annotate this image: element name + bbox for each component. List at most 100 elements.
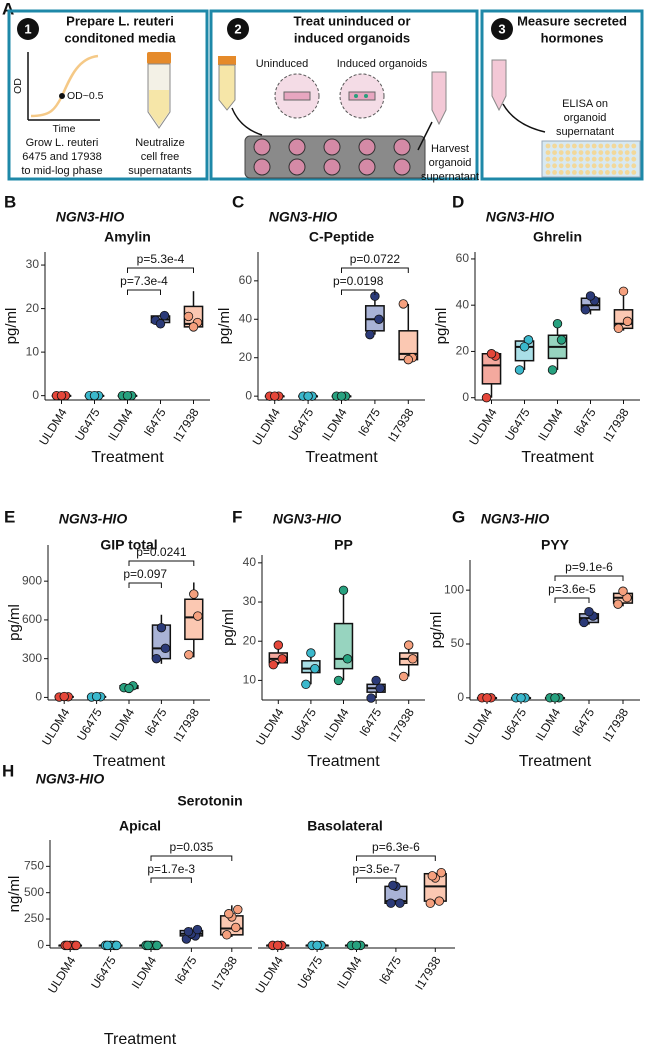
chart-title: PYY — [541, 537, 570, 553]
data-point — [273, 940, 283, 951]
data-point — [189, 589, 199, 599]
sig-bracket — [128, 560, 195, 566]
data-point — [552, 318, 563, 329]
sig-label: p=1.7e-3 — [147, 862, 195, 876]
data-point — [622, 316, 633, 327]
data-point — [351, 940, 362, 951]
data-point — [613, 323, 624, 334]
step-badge — [227, 18, 249, 40]
data-point — [333, 675, 344, 686]
panel-label: H — [2, 761, 14, 780]
step-title: Measure secreted — [517, 13, 627, 28]
arrow — [231, 107, 263, 136]
x-axis-label: Treatment — [91, 449, 164, 466]
step-text: cell free — [141, 151, 180, 163]
y-tick-label: 60 — [239, 273, 253, 287]
sig-bracket — [356, 877, 397, 883]
step-box — [209, 9, 479, 181]
panel-label: G — [452, 507, 465, 526]
data-point — [222, 930, 232, 940]
y-tick-label: 60 — [456, 251, 470, 265]
step-text: supernatants — [128, 165, 192, 177]
x-tick-label: ILDM4 — [533, 706, 564, 744]
data-point — [89, 390, 100, 401]
x-tick-label: U6475 — [72, 406, 103, 444]
step-text: Uninduced — [256, 58, 309, 70]
organoid — [348, 91, 376, 101]
x-tick-label: I17938 — [170, 406, 201, 445]
y-tick-label: 750 — [24, 859, 44, 873]
step-text: Induced organoids — [337, 58, 428, 70]
data-point — [427, 871, 438, 881]
data-point — [404, 640, 414, 650]
data-point — [306, 648, 316, 658]
data-point — [482, 693, 492, 703]
y-tick-label: 0 — [457, 690, 464, 704]
chart-group: NGN3-HIO — [486, 209, 555, 225]
step-number: 1 — [24, 21, 31, 36]
wells — [253, 138, 411, 176]
x-axis-label: Treatment — [519, 753, 592, 770]
sig-bracket — [150, 855, 233, 861]
marker-label: OD~0.5 — [67, 90, 104, 102]
x-tick-label: ILDM4 — [535, 406, 566, 444]
y-tick-label: 250 — [24, 911, 44, 925]
step-text: supernatant — [556, 126, 614, 138]
data-point — [156, 622, 167, 633]
data-point — [303, 391, 313, 401]
sig-label: p=3.6e-5 — [548, 582, 596, 596]
chart-title: Amylin — [104, 229, 151, 245]
step-box — [480, 9, 644, 181]
sig-bracket — [341, 289, 376, 295]
step-badge — [17, 18, 39, 40]
x-tick-label: ULDM4 — [253, 954, 287, 996]
step-title: Prepare L. reuteri — [66, 13, 174, 28]
step-badge — [491, 18, 513, 40]
induced-cell — [364, 94, 368, 98]
axis-label: OD — [12, 78, 24, 94]
x-tick-label: I6475 — [355, 406, 383, 439]
y-axis-label: pg/ml — [220, 609, 237, 646]
data-point — [270, 391, 280, 401]
data-point — [159, 310, 170, 321]
data-point — [374, 314, 384, 324]
tube-liquid — [149, 90, 169, 126]
data-point — [516, 693, 526, 703]
step-number: 2 — [234, 21, 241, 36]
induced-cell — [354, 94, 358, 98]
chart-title: Basolateral — [307, 818, 382, 834]
x-tick-label: U6475 — [289, 706, 320, 744]
arrow — [417, 121, 433, 151]
data-point — [371, 675, 381, 686]
data-point — [618, 586, 628, 596]
data-point — [277, 654, 288, 664]
y-tick-label: 100 — [444, 582, 464, 596]
x-tick-label: I6475 — [142, 706, 170, 739]
data-point — [366, 693, 376, 703]
x-tick-label: ILDM4 — [129, 954, 160, 992]
y-tick-label: 300 — [22, 651, 42, 665]
y-tick-label: 20 — [26, 301, 40, 315]
y-axis-label: pg/ml — [216, 308, 233, 345]
data-point — [122, 390, 133, 401]
x-tick-label: ULDM4 — [250, 406, 284, 448]
step-title: induced organoids — [294, 30, 410, 45]
x-tick-label: I17938 — [412, 954, 443, 993]
data-point — [59, 691, 69, 702]
sig-bracket — [554, 575, 624, 581]
chart-title: Apical — [119, 818, 161, 834]
x-tick-label: I6475 — [376, 954, 404, 987]
x-tick-label: U6475 — [499, 706, 530, 744]
data-point — [184, 650, 194, 660]
x-tick-label: ULDM4 — [253, 706, 287, 748]
y-tick-label: 30 — [26, 257, 40, 271]
sig-label: p=0.0722 — [350, 252, 401, 266]
data-point — [111, 940, 122, 951]
panel-label: D — [452, 192, 464, 211]
data-point — [336, 391, 347, 401]
chart-group: NGN3-HIO — [59, 511, 128, 527]
marker — [59, 93, 65, 99]
data-point — [192, 924, 203, 935]
sig-bracket — [127, 289, 161, 295]
elisa-plate — [541, 140, 641, 178]
